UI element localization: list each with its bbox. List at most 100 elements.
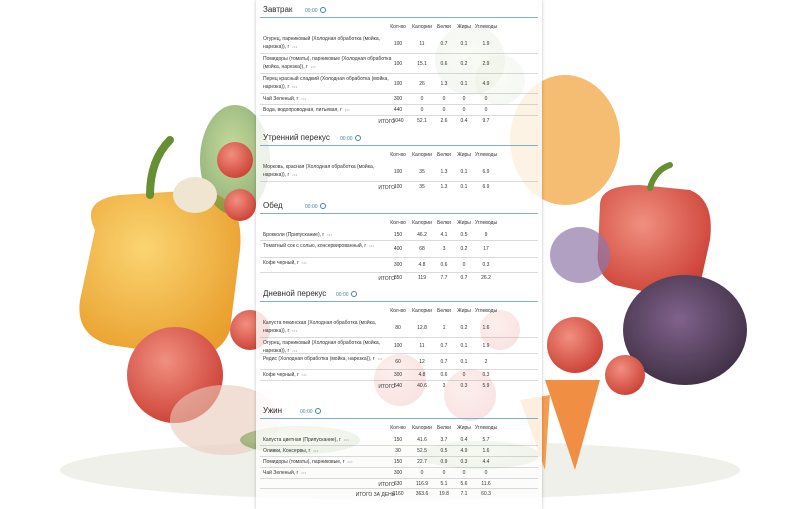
ellipsis-icon[interactable]: ••• — [377, 356, 383, 361]
nutrient-kcal: 35 — [419, 168, 425, 175]
ellipsis-icon[interactable]: ••• — [310, 64, 316, 69]
nutrient-fat: 4.9 — [460, 448, 468, 454]
nutrient-fat: 0.1 — [460, 168, 468, 175]
nutrient-qty: 440 — [393, 107, 403, 113]
column-header: Углеводы — [474, 220, 498, 226]
total-row: ИТОГО 100 35 1.3 0.1 6.9 — [260, 182, 538, 193]
total-carbs: 26.2 — [481, 275, 491, 281]
ellipsis-icon[interactable]: ••• — [301, 96, 307, 101]
total-label: ИТОГО — [378, 185, 395, 191]
ellipsis-icon[interactable]: ••• — [343, 437, 350, 442]
food-row: Чай Зеленый, г ••• 300 0 0 0 0 — [260, 468, 538, 479]
total-kcal: 40.6 — [417, 383, 427, 389]
ellipsis-icon[interactable]: ••• — [301, 372, 308, 377]
column-header: Углеводы — [474, 308, 498, 314]
nutrient-fat: 0.1 — [460, 40, 468, 47]
nutrient-protein: 0.7 — [440, 358, 448, 365]
total-fat: 0.1 — [460, 184, 468, 190]
nutrient-qty: 300 — [393, 470, 403, 476]
column-header: Белки — [437, 152, 451, 158]
nutrient-carbs: 1.6 — [482, 324, 490, 331]
nutrient-protein: 0.9 — [440, 459, 448, 465]
ellipsis-icon[interactable]: ••• — [292, 348, 298, 353]
food-row: Перец красный сладкий (Холодная обработк… — [260, 74, 538, 94]
nutrient-kcal: 0 — [420, 107, 424, 113]
ellipsis-icon[interactable]: ••• — [347, 459, 353, 464]
food-name: Перец красный сладкий (Холодная обработк… — [263, 75, 393, 91]
ellipsis-icon[interactable]: ••• — [292, 44, 298, 49]
meal-title: Обед — [263, 201, 283, 210]
food-row: Редис (Холодная обработка (мойка, нарезк… — [260, 354, 538, 370]
ellipsis-icon[interactable]: ••• — [292, 328, 298, 333]
food-name-text: Помидоры (томаты), парниковые, г — [263, 459, 345, 465]
ellipsis-icon[interactable]: ••• — [292, 84, 298, 89]
nutrient-kcal: 0 — [420, 96, 424, 102]
nutrient-carbs: 0 — [484, 107, 488, 113]
food-name-text: Огурец, парниковый (Холодная обработка (… — [263, 340, 381, 354]
food-name: Морковь, красная (Холодная обработка (мо… — [263, 163, 393, 179]
clock-icon[interactable] — [350, 291, 357, 297]
nutrient-carbs: 0 — [484, 96, 488, 102]
total-protein: 3 — [442, 383, 446, 389]
clock-icon[interactable] — [314, 408, 321, 414]
meal-time[interactable]: 00:00 — [300, 408, 321, 415]
food-row: Помидоры (томаты), парниковые, г ••• 150 22… — [260, 457, 538, 468]
ellipsis-icon[interactable]: ••• — [301, 260, 308, 265]
total-qty: 1040 — [392, 118, 404, 124]
food-row: Капуста цветная (Припускание), г ••• 150 41… — [260, 435, 538, 446]
meal-section: Ужин 00:00 Кол-во Калории Белки Жиры Углеводы К… — [260, 405, 538, 490]
meal-time[interactable]: 00:00 — [340, 135, 361, 142]
meal-time-value: 00:00 — [336, 292, 349, 298]
total-label: ИТОГО — [378, 119, 395, 125]
total-kcal: 116.9 — [415, 481, 429, 487]
nutrient-protein: 1 — [442, 324, 446, 331]
ellipsis-icon[interactable]: ••• — [313, 448, 319, 453]
column-header: Калории — [412, 220, 432, 226]
food-name: Брокколи (Припускание), г ••• — [263, 231, 393, 239]
meal-time-value: 00:00 — [300, 409, 313, 415]
column-headers: Кол-во Калории Белки Жиры Углеводы — [260, 302, 538, 318]
ellipsis-icon[interactable]: ••• — [292, 172, 298, 177]
total-row: ИТОГО 630 116.9 5.1 5.6 11.6 — [260, 479, 538, 490]
nutrient-protein: 0.6 — [440, 60, 448, 67]
nutrient-qty: 100 — [393, 342, 403, 349]
total-label: ИТОГО — [378, 384, 395, 390]
nutrient-fat: 0 — [462, 262, 466, 268]
nutrient-protein: 0.7 — [440, 342, 448, 349]
meal-time[interactable]: 00:00 — [336, 291, 357, 298]
nutrient-fat: 0.2 — [460, 246, 468, 252]
meal-section: Обед 00:00 Кол-во Калории Белки Жиры Углеводы Б… — [260, 200, 538, 284]
nutrient-kcal: 12 — [419, 358, 425, 365]
clock-icon[interactable] — [354, 135, 361, 141]
nutrient-fat: 0 — [462, 96, 466, 102]
nutrient-protein: 0.7 — [440, 40, 448, 47]
nutrient-fat: 0.5 — [460, 232, 468, 238]
clock-icon[interactable] — [319, 7, 326, 13]
nutrient-kcal: 11 — [419, 40, 425, 47]
ellipsis-icon[interactable]: ••• — [327, 232, 333, 237]
food-name-text: Чай Зеленый, г — [263, 96, 299, 102]
nutrient-carbs: 2 — [484, 358, 488, 365]
nutrient-qty: 100 — [393, 40, 403, 47]
meal-header: Дневной перекус 00:00 — [260, 288, 538, 302]
food-name: Вода, водопроводная, питьевая, г ••• — [263, 106, 393, 114]
ellipsis-icon[interactable]: ••• — [344, 107, 350, 112]
ellipsis-icon[interactable]: ••• — [301, 470, 307, 475]
food-name: Помидоры (томаты), парниковые (Холодная … — [263, 55, 393, 71]
total-qty: 100 — [393, 184, 403, 190]
meal-time[interactable]: 00:00 — [305, 203, 326, 210]
nutrient-qty: 300 — [393, 96, 403, 102]
nutrient-carbs: 6.9 — [482, 168, 490, 175]
food-row: Кофе черный, г ••• 300 4.8 0.6 0 0.3 — [260, 258, 538, 273]
ellipsis-icon[interactable]: ••• — [369, 243, 375, 248]
nutrient-carbs: 9 — [484, 232, 488, 238]
clock-icon[interactable] — [319, 203, 326, 209]
meal-section: Дневной перекус 00:00 Кол-во Калории Белки Жи… — [260, 288, 538, 392]
meal-time[interactable]: 00:00 — [305, 7, 326, 14]
day-total-fat: 7.1 — [460, 491, 468, 497]
total-kcal: 52.1 — [417, 118, 427, 124]
nutrient-protein: 1.3 — [440, 80, 448, 87]
food-name: Кофе черный, г ••• — [263, 259, 393, 267]
column-header: Углеводы — [474, 152, 498, 158]
total-protein: 7.7 — [440, 275, 448, 281]
